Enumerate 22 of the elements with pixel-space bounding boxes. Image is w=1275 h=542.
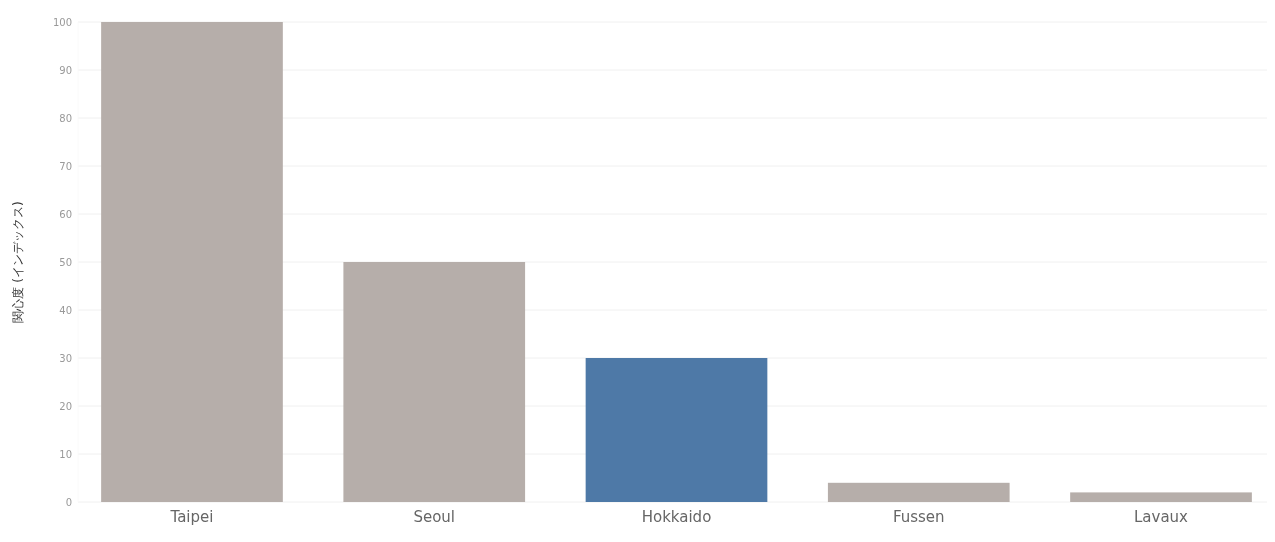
y-tick-label: 80 bbox=[59, 112, 72, 124]
y-tick-label: 20 bbox=[59, 400, 72, 412]
bar bbox=[585, 358, 768, 502]
bar bbox=[1070, 492, 1252, 502]
y-tick-label: 40 bbox=[59, 304, 72, 316]
x-tick-label: Lavaux bbox=[1134, 508, 1189, 526]
y-tick-label: 10 bbox=[59, 448, 72, 460]
bar bbox=[101, 22, 283, 502]
bar bbox=[343, 262, 526, 502]
y-tick-label: 100 bbox=[52, 16, 72, 28]
x-tick-label: Seoul bbox=[413, 508, 456, 526]
y-tick-label: 50 bbox=[59, 256, 72, 268]
x-tick-label: Taipei bbox=[169, 508, 214, 526]
y-axis-title: 関心度 (インデックス) bbox=[11, 201, 25, 323]
bar bbox=[827, 482, 1010, 502]
x-tick-label: Fussen bbox=[892, 508, 945, 526]
y-tick-label: 90 bbox=[59, 64, 72, 76]
y-tick-label: 70 bbox=[59, 160, 72, 172]
y-tick-label: 0 bbox=[65, 496, 72, 508]
y-tick-label: 60 bbox=[59, 208, 72, 220]
x-tick-label: Hokkaido bbox=[641, 508, 712, 526]
y-tick-label: 30 bbox=[59, 352, 72, 364]
